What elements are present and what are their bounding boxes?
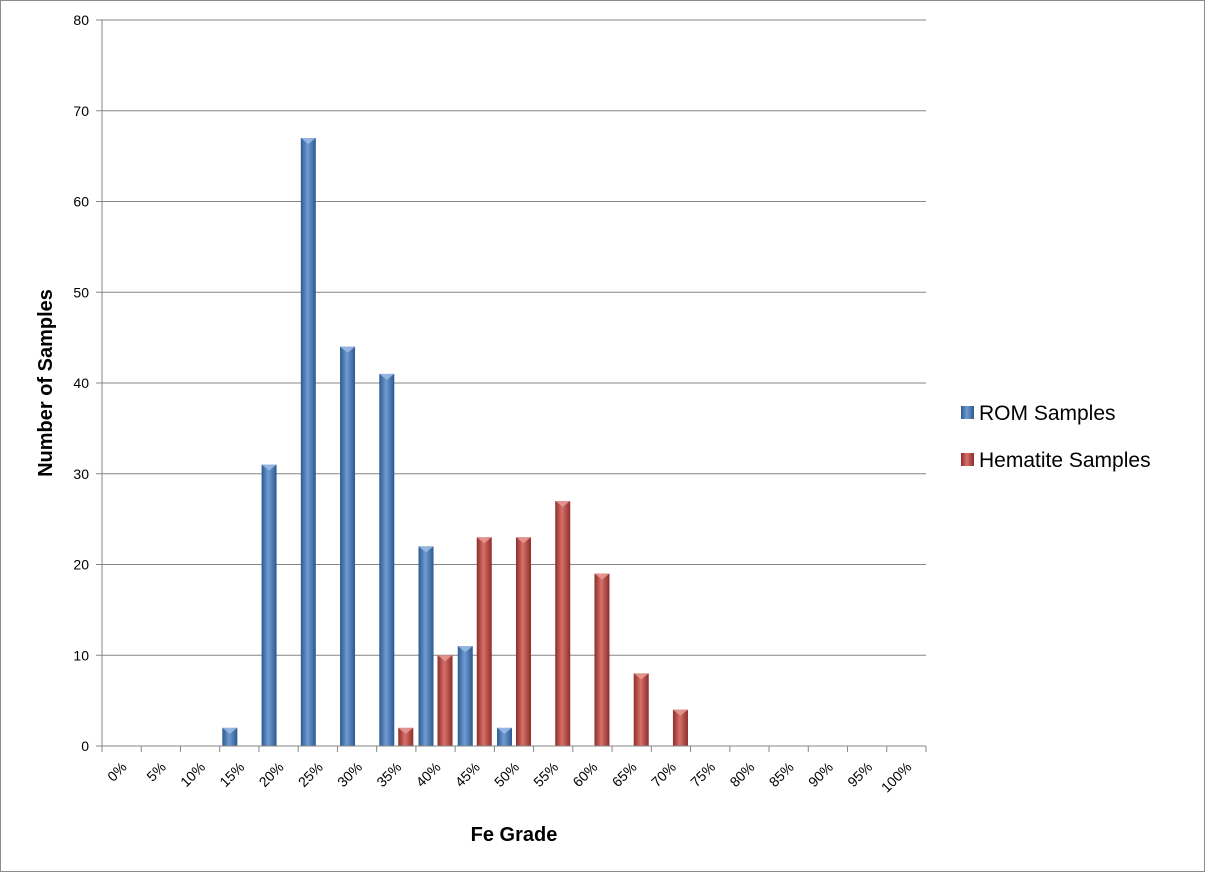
x-tick-label: 25% xyxy=(295,759,326,790)
y-tick-labels: 0 10 20 30 40 50 60 70 80 xyxy=(73,12,89,754)
bar-rom xyxy=(340,346,356,746)
legend-label-rom: ROM Samples xyxy=(979,402,1116,425)
bar-hematite xyxy=(672,709,688,746)
y-tick-label: 60 xyxy=(73,194,89,210)
x-tick-label: 55% xyxy=(530,759,561,790)
bar-rom xyxy=(222,727,238,746)
y-tick-label: 50 xyxy=(73,284,89,300)
y-tick-label: 10 xyxy=(73,647,89,663)
y-tick-label: 0 xyxy=(81,738,89,754)
x-axis-title: Fe Grade xyxy=(471,824,558,846)
legend: ROM Samples Hematite Samples xyxy=(961,402,1151,472)
bar-hematite xyxy=(437,655,453,746)
bar-hematite xyxy=(476,537,492,746)
x-tick-label: 50% xyxy=(491,759,522,790)
x-tick-label: 70% xyxy=(648,759,679,790)
bar-hematite xyxy=(594,573,610,746)
x-tick-label: 10% xyxy=(177,759,208,790)
x-tick-label: 75% xyxy=(687,759,718,790)
y-tick-label: 80 xyxy=(73,12,89,28)
x-tick-label: 0% xyxy=(104,759,130,785)
legend-item-hematite: Hematite Samples xyxy=(961,449,1151,472)
bar-hematite xyxy=(633,673,649,746)
y-tick-label: 40 xyxy=(73,375,89,391)
x-tick-labels: 0% 5% 10% 15% 20% 25% 30% 35% 40% 45% 50% 55% 60% 65%… xyxy=(104,759,914,796)
x-tick-label: 95% xyxy=(844,759,875,790)
x-tick-label: 60% xyxy=(569,759,600,790)
bar-rom xyxy=(457,646,473,746)
x-tick-label: 20% xyxy=(256,759,287,790)
x-tick-label: 45% xyxy=(452,759,483,790)
x-tick-label: 100% xyxy=(878,759,915,796)
y-axis-title: Number of Samples xyxy=(35,289,57,477)
bar-rom xyxy=(497,727,512,746)
y-tick-label: 70 xyxy=(73,103,89,119)
x-tick-label: 90% xyxy=(805,759,836,790)
bar-rom xyxy=(379,373,395,746)
x-tick-label: 85% xyxy=(766,759,797,790)
gridlines xyxy=(96,19,927,752)
bar-rom xyxy=(418,546,434,746)
legend-label-hematite: Hematite Samples xyxy=(979,449,1151,472)
legend-swatch-hematite xyxy=(961,453,974,466)
bar-rom xyxy=(300,137,316,747)
x-tick-label: 5% xyxy=(143,759,169,785)
x-tick-label: 65% xyxy=(609,759,640,790)
legend-item-rom: ROM Samples xyxy=(961,402,1116,425)
x-tick-label: 35% xyxy=(373,759,404,790)
y-tick-label: 30 xyxy=(73,466,89,482)
x-tick-label: 80% xyxy=(726,759,757,790)
y-tick-label: 20 xyxy=(73,557,89,573)
bar-hematite xyxy=(516,537,531,746)
legend-swatch-rom xyxy=(961,406,974,419)
x-tick-label: 15% xyxy=(216,759,247,790)
bar-hematite xyxy=(555,500,571,746)
axes xyxy=(101,20,926,747)
bar-rom xyxy=(261,464,277,746)
x-tick-label: 40% xyxy=(413,759,444,790)
x-tick-label: 30% xyxy=(334,759,365,790)
bars xyxy=(222,137,688,747)
bar-hematite xyxy=(398,727,414,746)
